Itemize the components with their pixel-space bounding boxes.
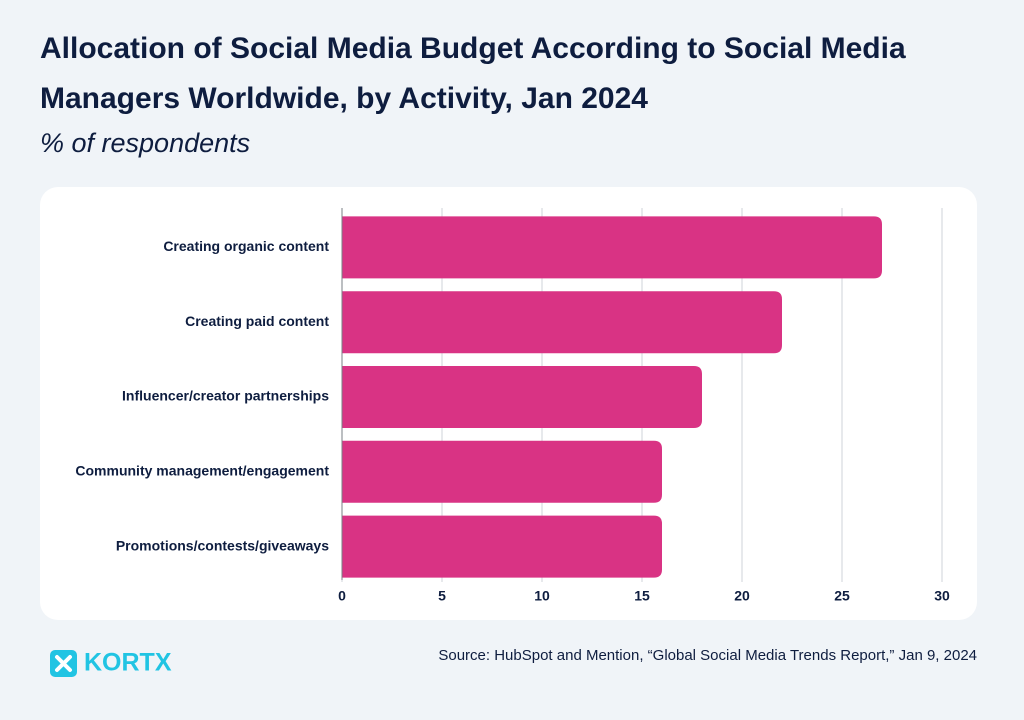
logo-text: KORTX bbox=[84, 649, 172, 677]
x-tick-label: 10 bbox=[534, 588, 550, 604]
y-tick-label: Creating organic content bbox=[163, 238, 329, 254]
y-tick-label: Community management/engagement bbox=[75, 463, 329, 479]
y-tick-label: Creating paid content bbox=[185, 313, 329, 329]
source: Source: HubSpot and Mention, “Global Soc… bbox=[438, 647, 977, 664]
y-tick-label: Influencer/creator partnerships bbox=[122, 388, 329, 404]
y-tick-label: Promotions/contests/giveaways bbox=[116, 537, 329, 553]
logo-mark bbox=[55, 655, 72, 672]
chart-title: Allocation of Social Media Budget Accord… bbox=[40, 32, 906, 115]
x-tick-label: 30 bbox=[934, 588, 950, 604]
x-tick-label: 20 bbox=[734, 588, 750, 604]
bar bbox=[342, 515, 662, 578]
x-tick-label: 25 bbox=[834, 588, 850, 604]
x-tick-label: 5 bbox=[438, 588, 446, 604]
chart-subtitle: % of respondents bbox=[40, 128, 251, 158]
bar bbox=[342, 366, 702, 428]
x-tick-label: 0 bbox=[338, 588, 346, 604]
plot: 0 5 10 15 20 25 30 Creating organic content Crea… bbox=[75, 208, 950, 604]
bar bbox=[342, 291, 782, 354]
x-tick-label: 15 bbox=[634, 588, 650, 604]
bar bbox=[342, 216, 882, 279]
bar bbox=[342, 440, 662, 503]
